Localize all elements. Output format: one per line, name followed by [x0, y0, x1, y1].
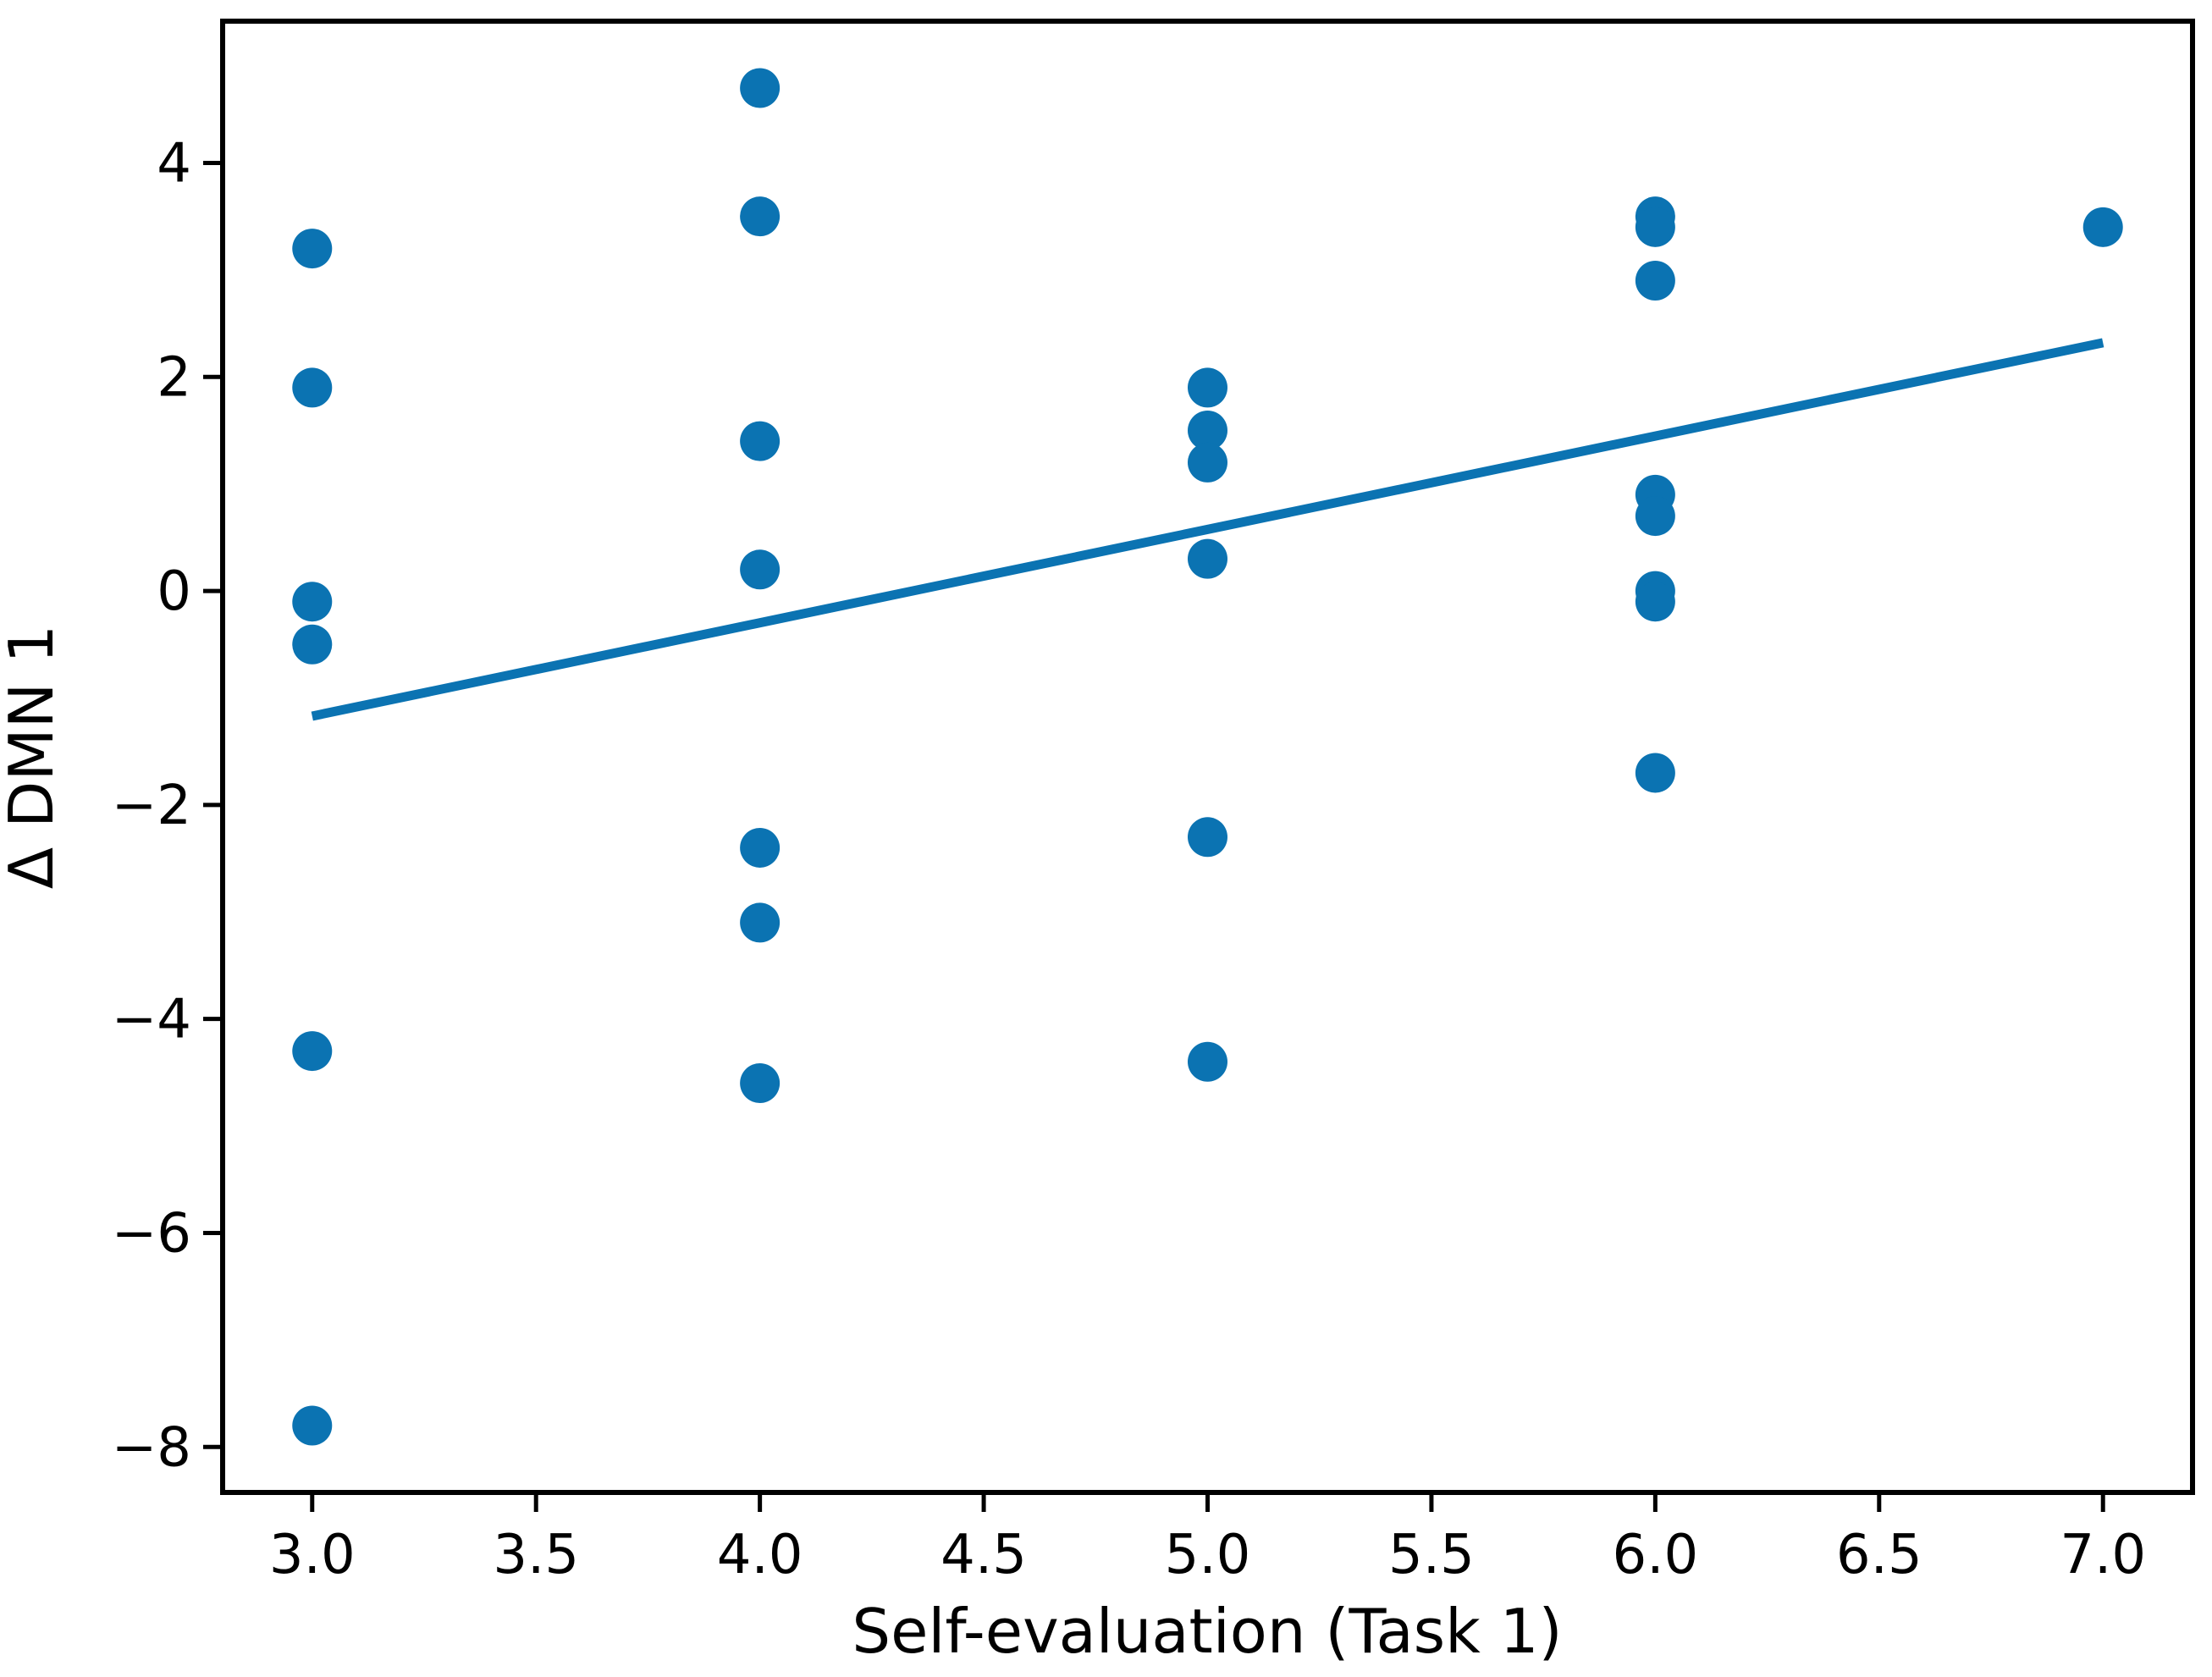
scatter-point [1188, 538, 1227, 579]
y-tick-label: −4 [112, 989, 191, 1051]
scatter-point [1188, 410, 1227, 450]
scatter-point [2082, 207, 2123, 247]
scatter-point [292, 582, 333, 622]
y-tick-label: 0 [157, 560, 191, 623]
scatter-point [1635, 261, 1675, 301]
scatter-point [292, 624, 333, 665]
plot-border [220, 19, 2195, 1495]
scatter-point [292, 1405, 333, 1446]
scatter-point [1188, 442, 1227, 483]
regression-line [311, 338, 2104, 721]
x-tick-label: 7.0 [2060, 1524, 2146, 1586]
scatter-point [740, 549, 781, 590]
scatter-point [292, 1031, 333, 1072]
y-axis-label: Δ DMN 1 [0, 625, 67, 889]
scatter-point [1188, 1041, 1227, 1082]
x-tick-label: 3.5 [493, 1524, 579, 1586]
x-tick-label: 5.5 [1388, 1524, 1475, 1586]
y-tick-label: −2 [112, 775, 191, 837]
y-tick-label: −6 [112, 1202, 191, 1265]
scatter-point [740, 68, 781, 108]
scatter-point [1188, 817, 1227, 858]
x-tick-label: 3.0 [269, 1524, 356, 1586]
scatter-point [292, 229, 333, 269]
x-tick-label: 4.5 [941, 1524, 1027, 1586]
y-tick-label: 2 [157, 346, 191, 409]
scatter-point [740, 827, 781, 868]
scatter-point [292, 367, 333, 408]
y-tick-label: −8 [112, 1416, 191, 1479]
y-tick-label: 4 [157, 132, 191, 195]
scatter-point [740, 421, 781, 461]
scatter-point [1635, 753, 1675, 793]
x-tick-label: 6.0 [1612, 1524, 1698, 1586]
x-tick-label: 4.0 [717, 1524, 803, 1586]
x-axis-label: Self-evaluation (Task 1) [852, 1596, 1562, 1667]
scatter-point [740, 196, 781, 237]
scatter-point [1635, 207, 1675, 247]
scatter-point [1635, 496, 1675, 537]
scatter-point [740, 902, 781, 943]
x-tick-label: 5.0 [1165, 1524, 1251, 1586]
scatter-point [1188, 367, 1227, 408]
scatter-point [740, 1063, 781, 1104]
x-tick-label: 6.5 [1836, 1524, 1922, 1586]
scatter-point [1635, 582, 1675, 622]
plot-area: 3.0 3.5 4.0 4.5 5.0 5.5 6.0 6.5 7.0 4 2 0 −2 −4 −6 −8 [112, 19, 2195, 1586]
